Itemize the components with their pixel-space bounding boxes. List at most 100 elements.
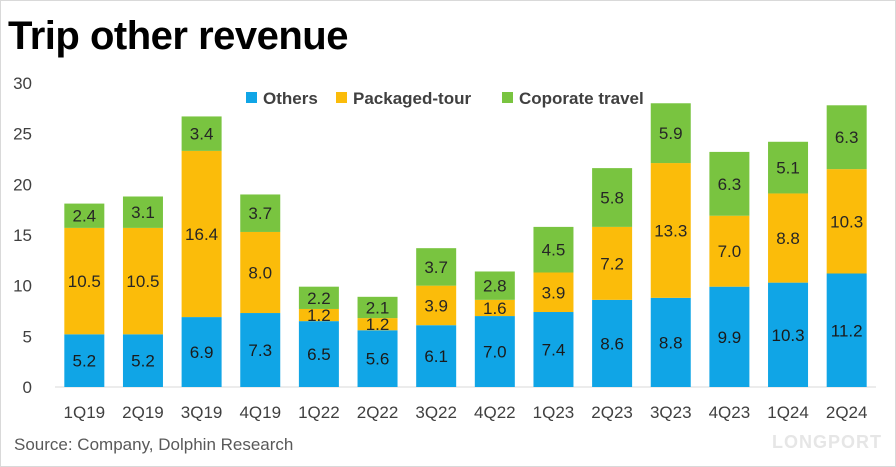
legend-swatch [502, 92, 513, 103]
data-label: 16.4 [185, 225, 218, 244]
legend-swatch [336, 92, 347, 103]
data-label: 5.9 [659, 124, 683, 143]
data-label: 6.1 [424, 347, 448, 366]
bar-coporate-travel [181, 116, 222, 151]
data-label: 2.2 [307, 289, 331, 308]
chart-title: Trip other revenue [8, 14, 348, 58]
bar-packaged-tour [240, 231, 281, 314]
bar-others [592, 299, 633, 387]
x-tick-label: 1Q23 [533, 403, 575, 422]
data-label: 3.7 [248, 204, 272, 223]
x-tick-label: 1Q22 [298, 403, 340, 422]
bar-coporate-travel [650, 103, 691, 164]
data-label: 2.8 [483, 277, 507, 296]
bar-others [64, 334, 105, 387]
bar-coporate-travel [709, 151, 750, 216]
data-label: 3.9 [424, 296, 448, 315]
bar-packaged-tour [122, 227, 163, 335]
data-label: 2.4 [73, 207, 97, 226]
x-tick-label: 4Q23 [709, 403, 751, 422]
bar-others [122, 334, 163, 387]
bar-coporate-travel [298, 286, 339, 309]
data-label: 8.8 [659, 333, 683, 352]
y-tick-label: 30 [13, 74, 32, 93]
data-label: 8.6 [600, 334, 624, 353]
data-label: 3.9 [542, 283, 566, 302]
data-label: 7.0 [483, 343, 507, 362]
bar-packaged-tour [64, 227, 105, 335]
x-tick-label: 2Q22 [357, 403, 399, 422]
data-label: 7.3 [248, 341, 272, 360]
bar-packaged-tour [181, 150, 222, 318]
y-tick-label: 10 [13, 277, 32, 296]
data-label: 13.3 [654, 221, 687, 240]
data-label: 1.2 [307, 306, 331, 325]
bar-packaged-tour [592, 226, 633, 300]
data-label: 3.4 [190, 125, 214, 144]
x-tick-label: 1Q24 [767, 403, 809, 422]
watermark-logo: LONGPORT [772, 432, 882, 452]
legend-label: Others [263, 89, 318, 108]
x-tick-label: 2Q19 [122, 403, 164, 422]
data-label: 6.3 [718, 175, 742, 194]
bar-others [357, 330, 398, 387]
bar-coporate-travel [768, 141, 809, 194]
x-tick-label: 4Q22 [474, 403, 516, 422]
data-label: 4.5 [542, 241, 566, 260]
x-tick-label: 4Q19 [239, 403, 281, 422]
bar-others [416, 325, 457, 387]
data-label: 5.2 [131, 352, 155, 371]
data-label: 1.2 [366, 315, 390, 334]
y-tick-label: 15 [13, 226, 32, 245]
data-label: 5.2 [73, 352, 97, 371]
bar-packaged-tour [826, 169, 867, 274]
data-label: 7.4 [542, 341, 566, 360]
bar-coporate-travel [533, 226, 574, 273]
data-label: 8.0 [248, 263, 272, 282]
data-label: 5.1 [776, 159, 800, 178]
bar-coporate-travel [474, 271, 515, 300]
data-label: 2.1 [366, 298, 390, 317]
bar-others [650, 297, 691, 387]
data-label: 10.3 [830, 212, 863, 231]
data-label: 6.9 [190, 343, 214, 362]
x-tick-label: 2Q24 [826, 403, 868, 422]
x-tick-label: 3Q19 [181, 403, 223, 422]
bar-packaged-tour [474, 299, 515, 317]
bar-others [240, 313, 281, 387]
y-tick-label: 20 [13, 175, 32, 194]
data-label: 7.2 [600, 254, 624, 273]
bar-coporate-travel [826, 105, 867, 170]
legend-label: Packaged-tour [353, 89, 471, 108]
data-label: 1.6 [483, 299, 507, 318]
y-tick-label: 0 [23, 378, 32, 397]
data-label: 8.8 [776, 229, 800, 248]
bar-packaged-tour [357, 318, 398, 331]
data-label: 10.5 [68, 272, 101, 291]
bar-packaged-tour [533, 272, 574, 313]
data-label: 11.2 [831, 321, 863, 340]
bar-others [474, 316, 515, 387]
bar-coporate-travel [240, 194, 281, 232]
bar-coporate-travel [357, 296, 398, 319]
x-tick-label: 1Q19 [64, 403, 106, 422]
data-label: 9.9 [718, 328, 742, 347]
bar-coporate-travel [64, 203, 105, 228]
bar-packaged-tour [768, 193, 809, 283]
data-label: 6.5 [307, 345, 331, 364]
data-label: 6.3 [835, 128, 859, 147]
bar-others [181, 317, 222, 387]
bar-packaged-tour [416, 285, 457, 326]
bar-packaged-tour [650, 163, 691, 298]
legend-label: Coporate travel [519, 89, 644, 108]
data-label: 3.7 [424, 258, 448, 277]
data-label: 7.0 [718, 242, 742, 261]
x-tick-label: 2Q23 [591, 403, 633, 422]
bar-others [298, 321, 339, 387]
bar-coporate-travel [592, 168, 633, 227]
bar-others [533, 312, 574, 387]
bar-others [768, 282, 809, 387]
source-note: Source: Company, Dolphin Research [14, 435, 294, 454]
bar-others [709, 286, 750, 387]
